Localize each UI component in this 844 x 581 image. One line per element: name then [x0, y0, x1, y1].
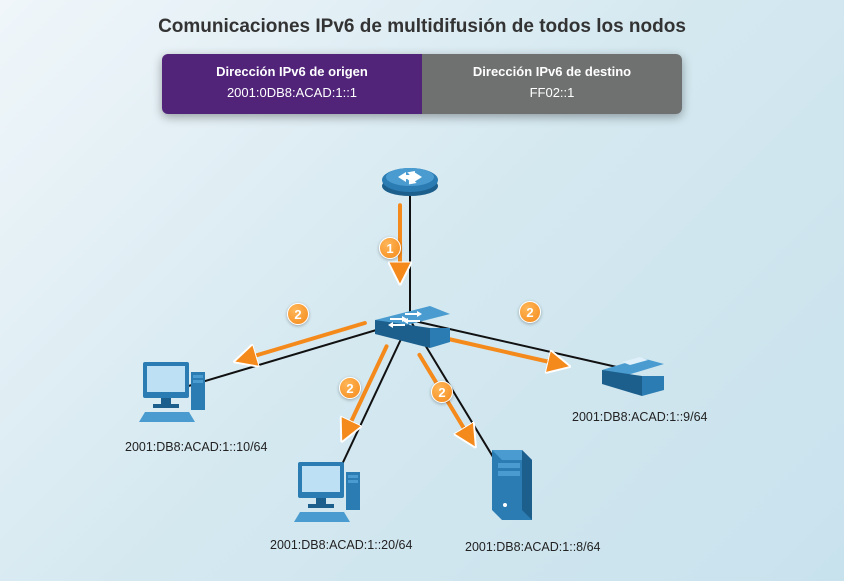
src-label: Dirección IPv6 de origen — [174, 64, 410, 79]
dst-label: Dirección IPv6 de destino — [434, 64, 670, 79]
node-label: 2001:DB8:ACAD:1::8/64 — [465, 540, 601, 554]
step-badge: 2 — [339, 377, 361, 399]
step-badge: 1 — [379, 237, 401, 259]
printer-icon — [602, 357, 664, 396]
network-svg — [0, 140, 844, 580]
pc-icon — [139, 362, 205, 422]
node-label: 2001:DB8:ACAD:1::20/64 — [270, 538, 412, 552]
node-label: 2001:DB8:ACAD:1::10/64 — [125, 440, 267, 454]
router-icon — [382, 168, 438, 196]
step-badge: 2 — [431, 381, 453, 403]
dst-value: FF02::1 — [434, 85, 670, 100]
node-label: 2001:DB8:ACAD:1::9/64 — [572, 410, 708, 424]
src-value: 2001:0DB8:ACAD:1::1 — [174, 85, 410, 100]
step-badge: 2 — [519, 301, 541, 323]
network-diagram: 2001:DB8:ACAD:1::10/642001:DB8:ACAD:1::2… — [0, 140, 844, 580]
step-badge: 2 — [287, 303, 309, 325]
dst-cell: Dirección IPv6 de destino FF02::1 — [422, 54, 682, 114]
pc-icon — [294, 462, 360, 522]
page-title: Comunicaciones IPv6 de multidifusión de … — [0, 16, 844, 38]
server-icon — [492, 450, 532, 520]
src-cell: Dirección IPv6 de origen 2001:0DB8:ACAD:… — [162, 54, 422, 114]
address-table: Dirección IPv6 de origen 2001:0DB8:ACAD:… — [162, 54, 682, 114]
